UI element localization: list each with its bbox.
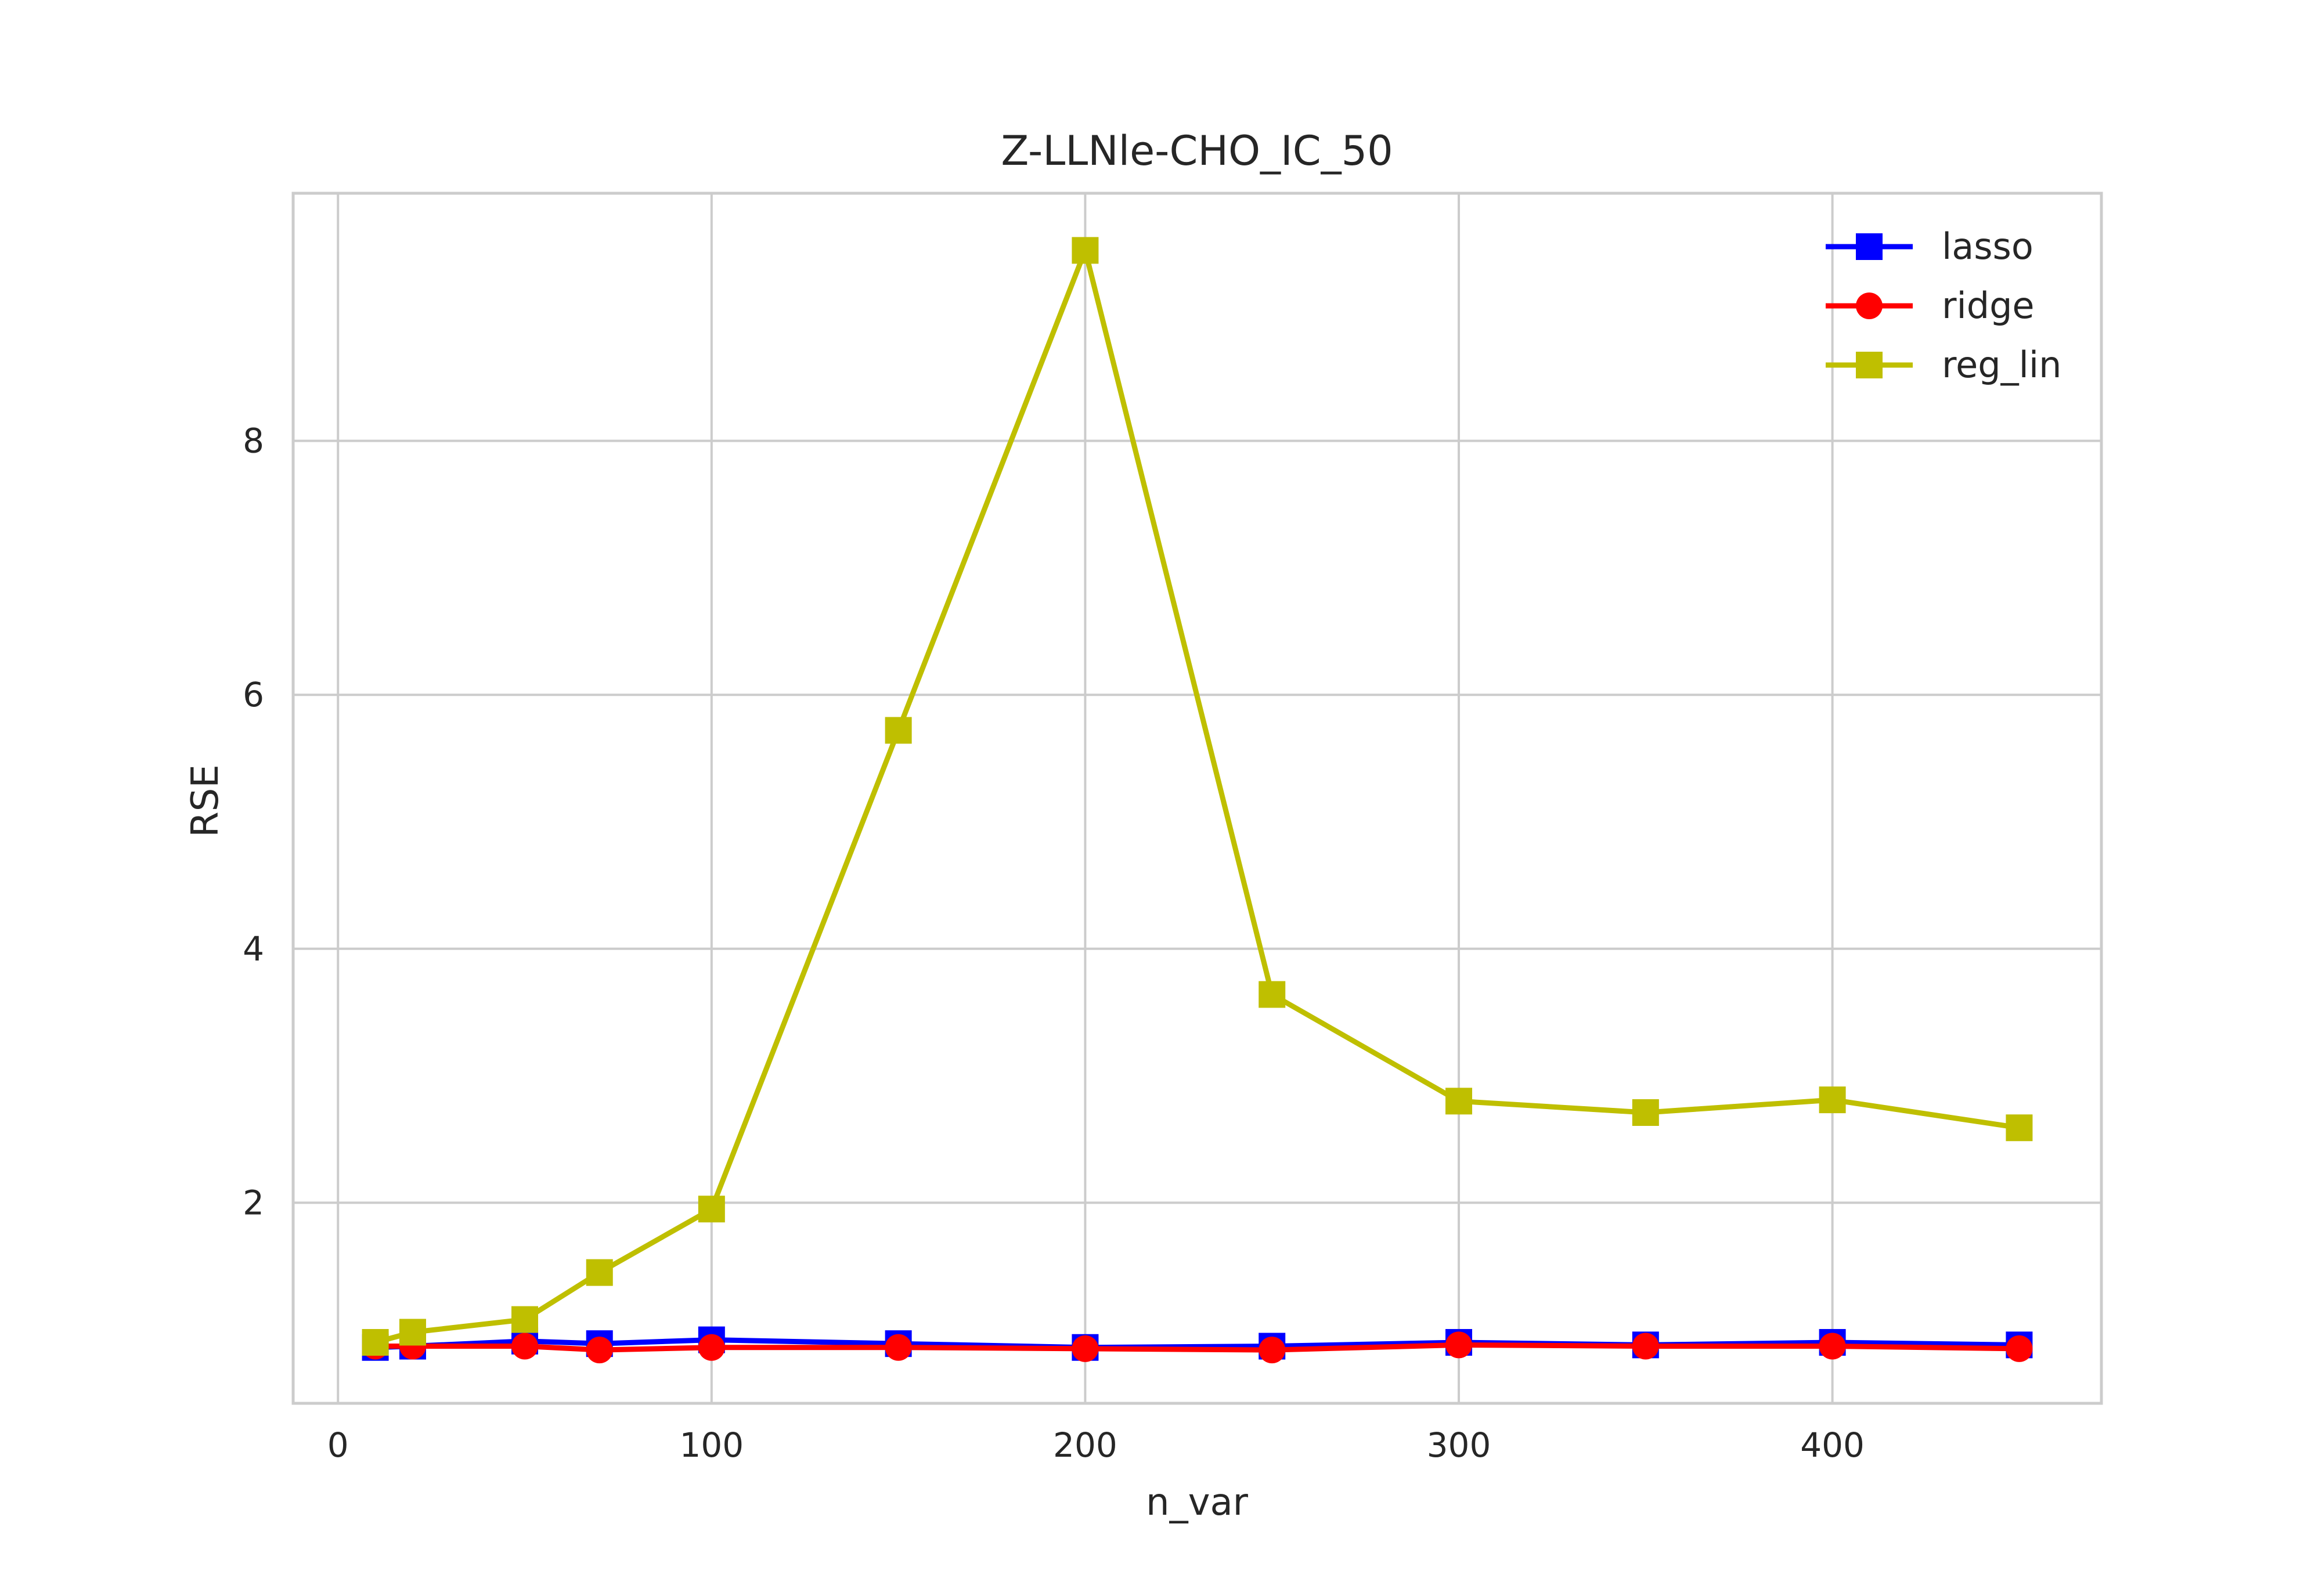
plot-area-frame bbox=[291, 192, 2103, 1405]
x-tick-label: 200 bbox=[1053, 1425, 1117, 1465]
data-point-ridge bbox=[1445, 1331, 1473, 1359]
x-axis-title: n_var bbox=[1146, 1481, 1249, 1524]
data-point-ridge bbox=[511, 1333, 539, 1360]
y-tick-label: 4 bbox=[243, 929, 264, 969]
data-point-reg_lin bbox=[362, 1328, 389, 1356]
data-point-reg_lin bbox=[885, 717, 912, 744]
chart-title: Z-LLNle-CHO_IC_50 bbox=[1001, 127, 1393, 175]
grid bbox=[293, 193, 2101, 1403]
legend-label: ridge bbox=[1942, 284, 2035, 327]
data-point-ridge bbox=[1259, 1337, 1286, 1364]
data-point-ridge bbox=[586, 1337, 613, 1364]
data-point-ridge bbox=[698, 1334, 725, 1361]
data-point-reg_lin bbox=[1259, 981, 1286, 1008]
series-line-ridge bbox=[375, 1342, 2020, 1353]
legend-marker bbox=[1856, 293, 1883, 319]
y-tick-label: 2 bbox=[243, 1183, 264, 1222]
legend-item-reg_lin: reg_lin bbox=[1826, 344, 2061, 386]
data-point-reg_lin bbox=[1819, 1086, 1846, 1114]
y-tick-label: 8 bbox=[243, 421, 264, 461]
data-point-reg_lin bbox=[698, 1196, 725, 1223]
data-point-ridge bbox=[885, 1334, 912, 1361]
x-axis-ticks: 0 100 200 300 400 bbox=[327, 1425, 1865, 1465]
data-point-ridge bbox=[1632, 1333, 1659, 1360]
y-tick-label: 6 bbox=[243, 675, 264, 714]
data-point-reg_lin bbox=[2006, 1114, 2033, 1142]
data-point-reg_lin bbox=[511, 1306, 539, 1333]
data-point-ridge bbox=[1819, 1333, 1846, 1360]
x-tick-label: 100 bbox=[679, 1425, 744, 1465]
y-axis-title: RSE bbox=[184, 764, 227, 837]
series-ridge bbox=[362, 1331, 2033, 1364]
data-point-reg_lin bbox=[1445, 1088, 1473, 1115]
data-point-reg_lin bbox=[1072, 237, 1099, 264]
series-layer bbox=[362, 237, 2033, 1364]
legend-item-lasso: lasso bbox=[1826, 225, 2033, 268]
legend-label: reg_lin bbox=[1942, 344, 2061, 386]
legend-label: lasso bbox=[1942, 225, 2033, 268]
y-axis-ticks: 2 4 6 8 bbox=[243, 421, 264, 1223]
data-point-reg_lin bbox=[399, 1319, 426, 1346]
x-tick-label: 300 bbox=[1427, 1425, 1491, 1465]
legend: lasso ridge reg_lin bbox=[1826, 225, 2061, 386]
data-point-ridge bbox=[2006, 1335, 2033, 1362]
data-point-reg_lin bbox=[586, 1259, 613, 1286]
x-tick-label: 400 bbox=[1800, 1425, 1865, 1465]
x-tick-label: 0 bbox=[327, 1425, 349, 1465]
data-point-ridge bbox=[1072, 1335, 1099, 1362]
legend-item-ridge: ridge bbox=[1826, 284, 2035, 327]
legend-marker bbox=[1856, 352, 1883, 378]
legend-marker bbox=[1856, 233, 1883, 260]
series-reg_lin bbox=[362, 237, 2033, 1356]
data-point-reg_lin bbox=[1632, 1099, 1659, 1126]
series-line-reg_lin bbox=[374, 248, 2020, 1345]
